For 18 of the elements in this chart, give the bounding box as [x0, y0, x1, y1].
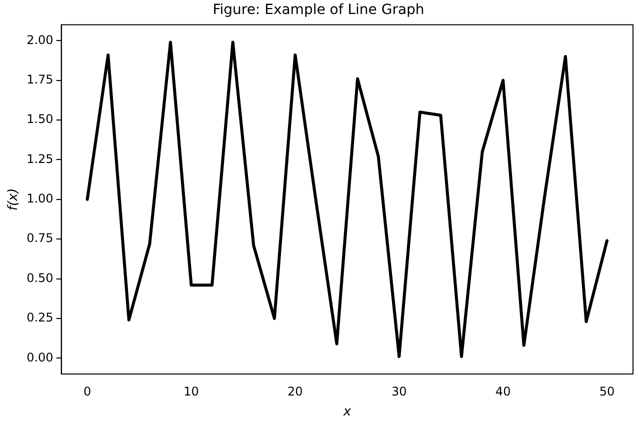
y-tick-label: 1.75 — [26, 72, 54, 86]
chart-title: Figure: Example of Line Graph — [212, 2, 424, 18]
y-tick-label: 1.25 — [26, 152, 54, 166]
x-tick-label: 50 — [599, 384, 615, 398]
y-axis-title: f(x) — [6, 188, 22, 211]
x-axis-title: x — [342, 404, 352, 420]
y-tick-label: 1.00 — [26, 192, 54, 206]
y-tick-label: 0.00 — [26, 350, 54, 364]
y-tick-label: 0.25 — [26, 310, 54, 325]
x-tick-label: 0 — [83, 384, 92, 398]
y-tick-label: 1.50 — [26, 112, 54, 126]
x-tick-label: 40 — [495, 384, 511, 398]
y-tick-label: 2.00 — [26, 32, 54, 47]
x-tick-label: 30 — [391, 384, 407, 398]
x-tick-label: 20 — [288, 384, 303, 398]
x-tick-label: 10 — [184, 384, 199, 398]
y-tick-label: 0.75 — [26, 231, 54, 246]
y-tick-label: 0.50 — [26, 270, 54, 285]
